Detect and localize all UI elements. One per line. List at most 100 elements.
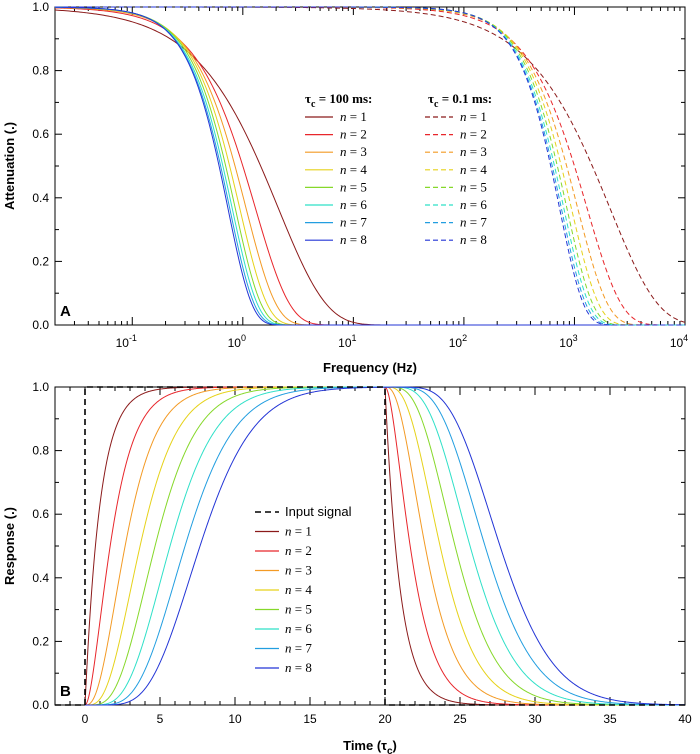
legend-label-n1: n = 1: [460, 109, 487, 124]
panel-b-legend: Input signal n = 1 n = 2 n = 3 n = 4 n = 5 n =…: [255, 504, 352, 675]
x-tick-label: 25: [453, 712, 467, 726]
x-tick-label: 102: [449, 333, 467, 350]
x-tick-label: 10-1: [116, 333, 137, 350]
y-tick-label: 0.6: [32, 127, 49, 141]
x-tick-label-base: 10: [670, 336, 684, 350]
x-tick-label-base: 10: [116, 336, 130, 350]
attenuation-curve-100ms-n1: [54, 9, 685, 326]
legend-0-1ms-title-rest: = 0.1 ms:: [438, 91, 492, 106]
x-tick-label-base: 10: [228, 336, 242, 350]
x-tick-label-base: 10: [559, 336, 573, 350]
x-tick-label-exponent: 3: [573, 333, 578, 343]
x-tick-label-exponent: 4: [683, 333, 688, 343]
y-tick-label: 0.2: [32, 254, 49, 268]
attenuation-curve-0-1ms-n1: [55, 6, 686, 323]
y-tick-label: 0.4: [32, 191, 49, 205]
x-tick-label-exponent: -1: [129, 333, 137, 343]
x-tick-label: 30: [528, 712, 542, 726]
legend-label-n5: n = 5: [340, 179, 367, 194]
legend-0-1ms-title-tau: τ: [428, 91, 434, 106]
attenuation-curve-0-1ms-n2: [55, 6, 685, 326]
x-tick-label: 20: [378, 712, 392, 726]
legend-100ms-title: τc = 100 ms:: [305, 91, 372, 110]
y-tick-label: 0.8: [32, 64, 49, 78]
legend-label-n7: n = 7: [285, 641, 312, 656]
x-tick-label-exponent: 0: [241, 333, 246, 343]
x-tick-label: 5: [157, 712, 164, 726]
attenuation-curve-100ms-n3: [54, 7, 685, 326]
x-tick-label: 35: [603, 712, 617, 726]
y-tick-label: 0.0: [32, 318, 49, 332]
panel-b: 0 5 10 15 20 25 30 35 40 0.0 0.2 0.4 0.6 0.8 1.0 B Ti…: [2, 380, 692, 754]
panel-b-label: B: [60, 683, 71, 700]
panel-a: 10-1 100 101 102 103 104 0.00.20.40.60.81.0 A…: [2, 0, 688, 375]
y-tick-label: 0.6: [32, 507, 49, 521]
legend-label-n4: n = 4: [285, 582, 312, 597]
y-tick-label: 0.4: [32, 571, 49, 585]
legend-label-n8: n = 8: [285, 660, 312, 675]
panel-a-y-axis-label: Attenuation (.): [2, 122, 17, 210]
attenuation-curve-100ms-n5: [54, 6, 685, 326]
panel-a-label: A: [60, 303, 71, 320]
legend-label-n4: n = 4: [460, 162, 487, 177]
legend-label-n6: n = 6: [460, 197, 487, 212]
response-curve-n8: [85, 386, 686, 706]
x-tick-label-exponent: 2: [462, 333, 467, 343]
legend-100ms-entries: n = 1 n = 2 n = 3 n = 4 n = 5 n = 6 n = 7 n = 8: [305, 109, 367, 247]
legend-100ms-title-sub: c: [311, 99, 316, 110]
legend-0-1ms-title-sub: c: [434, 99, 439, 110]
panel-b-frame: [54, 386, 686, 706]
panel-a-x-axis-label: Frequency (Hz): [323, 360, 417, 375]
attenuation-curve-0-1ms-n8: [55, 6, 685, 326]
y-tick-label: 0.0: [32, 698, 49, 712]
y-tick-label: 1.0: [32, 0, 49, 14]
legend-label-n2: n = 2: [460, 127, 487, 142]
attenuation-curve-100ms-n7: [54, 6, 685, 326]
attenuation-curve-0-1ms-n4: [55, 6, 685, 326]
legend-label-n3: n = 3: [340, 144, 367, 159]
x-tick-label: 15: [303, 712, 317, 726]
attenuation-curve-100ms-n2: [54, 7, 685, 326]
attenuation-curve-100ms-n4: [54, 6, 685, 326]
x-tick-label-base: 10: [449, 336, 463, 350]
x-tick-label: 103: [559, 333, 577, 350]
panel-a-x-ticks: 10-1 100 101 102 103 104: [54, 7, 688, 350]
legend-label-n8: n = 8: [460, 232, 487, 247]
legend-label-n8: n = 8: [340, 232, 367, 247]
attenuation-curve-0-1ms-n3: [55, 6, 685, 326]
panel-a-y-ticks: 0.0 0.2 0.4 0.6 0.8 1.0: [32, 0, 685, 332]
legend-label-n5: n = 5: [460, 179, 487, 194]
legend-0-1ms-title: τc = 0.1 ms:: [428, 91, 492, 110]
legend-100ms-title-rest: = 100 ms:: [315, 91, 372, 106]
panel-b-y-axis-label: Response (.): [2, 507, 17, 585]
y-tick-label: 0.2: [32, 634, 49, 648]
panel-b-x-axis-label-close: ): [393, 738, 397, 753]
panel-b-x-axis-label-main: Time (τ: [343, 738, 387, 753]
legend-label-n3: n = 3: [460, 144, 487, 159]
panel-b-x-axis-label: Time (τc): [343, 738, 397, 754]
panel-a-frame: [54, 6, 686, 326]
legend-label-n6: n = 6: [285, 621, 312, 636]
legend-label-n3: n = 3: [285, 563, 312, 578]
legend-label-n2: n = 2: [340, 127, 367, 142]
legend-label-n7: n = 7: [460, 215, 487, 230]
legend-100ms-title-tau: τ: [305, 91, 311, 106]
x-tick-label: 10: [228, 712, 242, 726]
legend-label-n6: n = 6: [340, 197, 367, 212]
panel-b-x-axis-label-sub: c: [387, 746, 393, 754]
x-tick-label: 101: [338, 333, 356, 350]
x-tick-label-exponent: 1: [352, 333, 357, 343]
attenuation-curve-100ms-n8: [54, 6, 685, 326]
attenuation-curve-0-1ms-n5: [55, 6, 685, 326]
x-tick-label: 100: [228, 333, 246, 350]
legend-label-n4: n = 4: [340, 162, 367, 177]
panel-a-curves: [54, 6, 686, 326]
x-tick-label: 40: [678, 712, 692, 726]
legend-label-n7: n = 7: [340, 215, 367, 230]
attenuation-curve-0-1ms-n6: [55, 6, 685, 326]
legend-label-n1: n = 1: [285, 524, 312, 539]
panel-a-legend-group-0-1ms: τc = 0.1 ms: n = 1 n = 2 n = 3 n = 4 n = 5 n …: [425, 91, 492, 247]
y-tick-label: 0.8: [32, 444, 49, 458]
y-tick-label: 1.0: [32, 380, 49, 394]
